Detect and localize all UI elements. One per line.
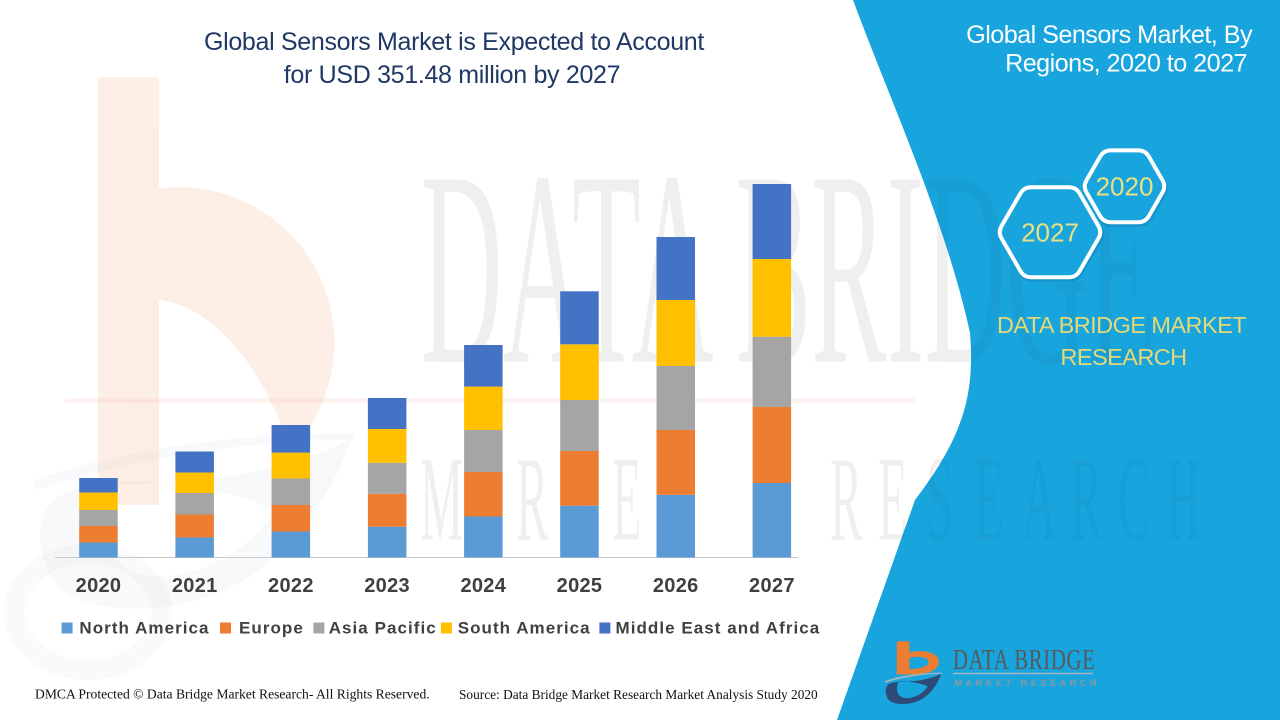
- svg-text:2026: 2026: [653, 575, 699, 597]
- svg-text:2024: 2024: [460, 575, 506, 597]
- svg-text:DMCA Protected © Data Bridge M: DMCA Protected © Data Bridge Market Rese…: [35, 687, 430, 702]
- svg-text:RESEARCH: RESEARCH: [1060, 344, 1186, 370]
- svg-text:2020: 2020: [1096, 172, 1154, 202]
- svg-text:South America: South America: [458, 619, 591, 638]
- svg-text:Middle East and Africa: Middle East and Africa: [616, 619, 821, 638]
- svg-text:Global Sensors Market, By: Global Sensors Market, By: [966, 21, 1253, 49]
- svg-text:2020: 2020: [76, 575, 122, 597]
- svg-text:2023: 2023: [364, 575, 410, 597]
- svg-text:Regions, 2020 to 2027: Regions, 2020 to 2027: [1005, 50, 1247, 78]
- svg-text:North America: North America: [79, 619, 209, 638]
- svg-text:Europe: Europe: [239, 619, 304, 638]
- svg-text:2021: 2021: [172, 575, 218, 597]
- svg-text:DATA BRIDGE MARKET: DATA BRIDGE MARKET: [997, 312, 1246, 338]
- svg-text:2027: 2027: [1021, 218, 1079, 248]
- svg-text:2025: 2025: [557, 575, 603, 597]
- svg-text:Global Sensors Market is Expec: Global Sensors Market is Expected to Acc…: [204, 28, 704, 56]
- svg-text:for USD 351.48 million by 2027: for USD 351.48 million by 2027: [284, 61, 620, 89]
- svg-text:DATA BRIDGE: DATA BRIDGE: [953, 645, 1096, 676]
- svg-text:2027: 2027: [749, 575, 795, 597]
- svg-text:Asia Pacific: Asia Pacific: [329, 619, 437, 638]
- svg-text:Source: Data Bridge Market Res: Source: Data Bridge Market Research Mark…: [459, 687, 818, 702]
- svg-text:MARKET RESEARCH: MARKET RESEARCH: [955, 678, 1101, 688]
- svg-text:2022: 2022: [268, 575, 314, 597]
